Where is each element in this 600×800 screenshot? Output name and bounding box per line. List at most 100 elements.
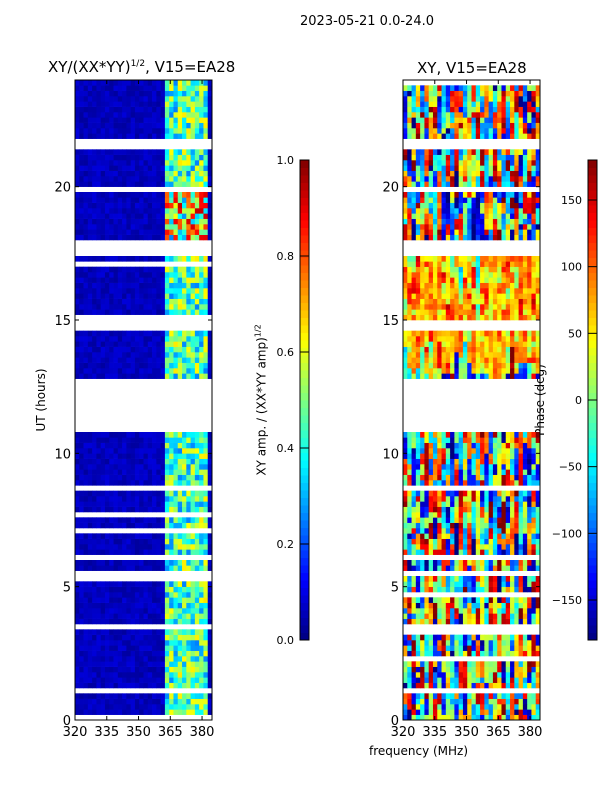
heatmap-cell (207, 442, 213, 449)
heatmap-cell (109, 666, 114, 673)
heatmap-cell (437, 490, 442, 497)
heatmap-cell (104, 106, 110, 113)
heatmap-cell (126, 154, 132, 161)
heatmap-cell (177, 666, 183, 673)
heatmap-cell (177, 597, 183, 603)
heatmap-cell (126, 608, 132, 614)
heatmap-cell (177, 538, 183, 545)
heatmap-cell (177, 282, 183, 289)
heatmap-cell (134, 656, 140, 662)
heatmap-cell (403, 704, 408, 710)
heatmap-cell (411, 304, 417, 310)
heatmap-cell (182, 640, 187, 646)
heatmap-cell (514, 618, 519, 625)
heatmap-cell (441, 496, 447, 502)
heatmap-cell (186, 224, 191, 230)
heatmap-cell (203, 533, 209, 539)
heatmap-cell (484, 698, 490, 705)
heatmap-cell (424, 576, 430, 582)
heatmap-cell (471, 714, 477, 721)
heatmap-cell (488, 613, 494, 619)
heatmap-cell (83, 693, 89, 699)
heatmap-cell (432, 448, 438, 454)
heatmap-cell (134, 565, 140, 571)
heatmap-cell (514, 645, 519, 651)
heatmap-cell (143, 677, 149, 683)
heatmap-cell (177, 96, 183, 102)
heatmap-cell (420, 432, 425, 438)
heatmap-cell (190, 96, 196, 102)
heatmap-cell (194, 154, 200, 161)
heatmap-cell (186, 565, 191, 571)
heatmap-cell (467, 581, 472, 587)
heatmap-cell (134, 645, 140, 651)
heatmap-cell (497, 352, 502, 358)
heatmap-cell (514, 442, 519, 449)
heatmap-cell (96, 133, 102, 139)
heatmap-cell (87, 208, 93, 214)
heatmap-cell (441, 464, 447, 470)
heatmap-cell (96, 149, 102, 155)
heatmap-cell (109, 613, 114, 619)
heatmap-cell (186, 122, 191, 129)
heatmap-cell (134, 666, 140, 673)
heatmap-cell (467, 565, 472, 571)
heatmap-cell (190, 490, 196, 497)
heatmap-cell (501, 362, 507, 369)
heatmap-cell (518, 682, 524, 689)
heatmap-cell (143, 346, 149, 353)
heatmap-cell (130, 464, 136, 470)
heatmap-cell (407, 309, 412, 315)
heatmap-cell (100, 85, 106, 91)
heatmap-cell (100, 256, 106, 262)
heatmap-cell (194, 213, 200, 219)
heatmap-cell (492, 437, 498, 443)
heatmap-cell (445, 549, 451, 555)
heatmap-cell (113, 128, 119, 134)
heatmap-cell (113, 218, 119, 225)
heatmap-cell (134, 677, 140, 683)
heatmap-cell (190, 90, 196, 97)
heatmap-cell (480, 362, 485, 369)
heatmap-cell (173, 469, 179, 475)
heatmap-cell (432, 336, 438, 342)
heatmap-cell (514, 448, 519, 454)
heatmap-cell (186, 234, 191, 241)
heatmap-cell (467, 586, 472, 593)
heatmap-cell (424, 650, 430, 657)
heatmap-cell (522, 341, 528, 347)
heatmap-cell (75, 362, 80, 369)
heatmap-cell (160, 165, 166, 171)
heatmap-cell (424, 336, 430, 342)
heatmap-cell (471, 373, 477, 379)
heatmap-cell (75, 192, 80, 198)
heatmap-cell (83, 288, 89, 294)
heatmap-cell (505, 608, 511, 614)
heatmap-cell (492, 357, 498, 363)
heatmap-cell (143, 133, 149, 139)
heatmap-cell (83, 704, 89, 710)
heatmap-cell (152, 693, 157, 699)
heatmap-cell (83, 597, 89, 603)
heatmap-cell (403, 464, 408, 470)
heatmap-cell (143, 256, 149, 262)
heatmap-cell (432, 586, 438, 593)
heatmap-cell (441, 709, 447, 715)
heatmap-cell (152, 101, 157, 107)
heatmap-cell (492, 597, 498, 603)
heatmap-cell (156, 565, 162, 571)
heatmap-cell (147, 133, 153, 139)
heatmap-cell (109, 693, 114, 699)
heatmap-cell (160, 672, 166, 678)
heatmap-cell (424, 448, 430, 454)
heatmap-cell (497, 549, 502, 555)
heatmap-cell (122, 192, 127, 198)
heatmap-cell (104, 112, 110, 118)
heatmap-cell (531, 650, 537, 657)
heatmap-cell (199, 666, 204, 673)
heatmap-cell (87, 293, 93, 299)
heatmap-cell (182, 202, 187, 209)
heatmap-cell (113, 704, 119, 710)
heatmap-cell (518, 650, 524, 657)
heatmap-cell (441, 442, 447, 449)
